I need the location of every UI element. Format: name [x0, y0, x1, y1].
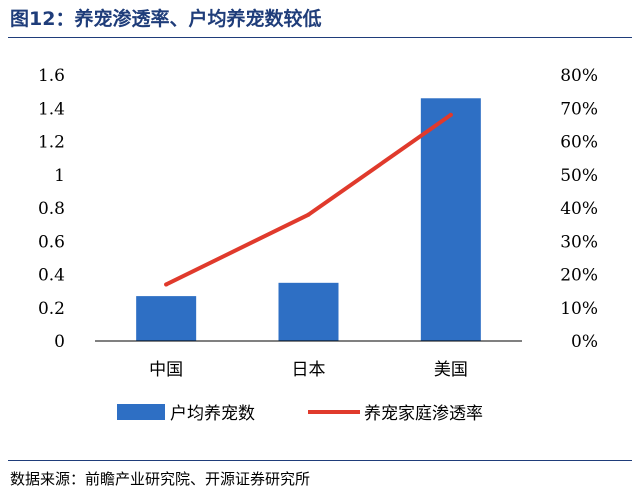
right-tick-label: 80% — [560, 66, 598, 86]
right-axis: 0% 10% 20% 30% 40% 50% 60% 70% 80% — [560, 66, 598, 352]
right-tick-label: 40% — [560, 199, 598, 219]
left-tick-label: 1.4 — [38, 99, 65, 119]
left-tick-label: 0.8 — [38, 199, 65, 219]
line-point — [448, 112, 453, 117]
right-tick-label: 60% — [560, 133, 598, 153]
right-tick-label: 30% — [560, 232, 598, 252]
right-tick-label: 10% — [560, 299, 598, 319]
category-label: 美国 — [434, 360, 468, 380]
legend-label-bar: 户均养宠数 — [170, 404, 255, 424]
penetration-line — [164, 112, 453, 287]
right-tick-label: 50% — [560, 166, 598, 186]
source-rule — [8, 460, 632, 461]
left-tick-label: 1.2 — [38, 133, 65, 153]
line-series — [164, 112, 453, 287]
right-tick-label: 20% — [560, 266, 598, 286]
source-note: 数据来源：前瞻产业研究院、开源证券研究所 — [10, 470, 311, 488]
right-tick-label: 70% — [560, 99, 598, 119]
left-tick-label: 0.4 — [38, 266, 65, 286]
line-point — [306, 212, 311, 217]
figure-title: 图12：养宠渗透率、户均养宠数较低 — [10, 8, 322, 30]
right-tick-label: 0% — [571, 332, 598, 352]
legend-swatch-bar — [117, 404, 165, 420]
left-tick-label: 0 — [54, 332, 65, 352]
left-tick-label: 1 — [54, 166, 65, 186]
category-label: 日本 — [292, 360, 326, 380]
bar — [420, 98, 481, 342]
title-rule — [8, 37, 632, 38]
left-tick-label: 0.6 — [38, 232, 65, 252]
line-point — [164, 282, 169, 287]
left-axis: 0 0.2 0.4 0.6 0.8 1 1.2 1.4 1.6 — [38, 66, 65, 352]
bar-series — [136, 98, 481, 342]
category-axis: 中国 日本 美国 — [149, 360, 468, 380]
legend: 户均养宠数 养宠家庭渗透率 — [117, 404, 483, 424]
legend-label-line: 养宠家庭渗透率 — [364, 404, 483, 424]
left-tick-label: 1.6 — [38, 66, 65, 86]
left-tick-label: 0.2 — [38, 299, 65, 319]
category-label: 中国 — [149, 360, 183, 380]
chart: 0 0.2 0.4 0.6 0.8 1 1.2 1.4 1.6 0% 10% 20% 30% 40% 50… — [38, 66, 598, 424]
bar — [136, 296, 197, 341]
bar — [278, 282, 339, 341]
